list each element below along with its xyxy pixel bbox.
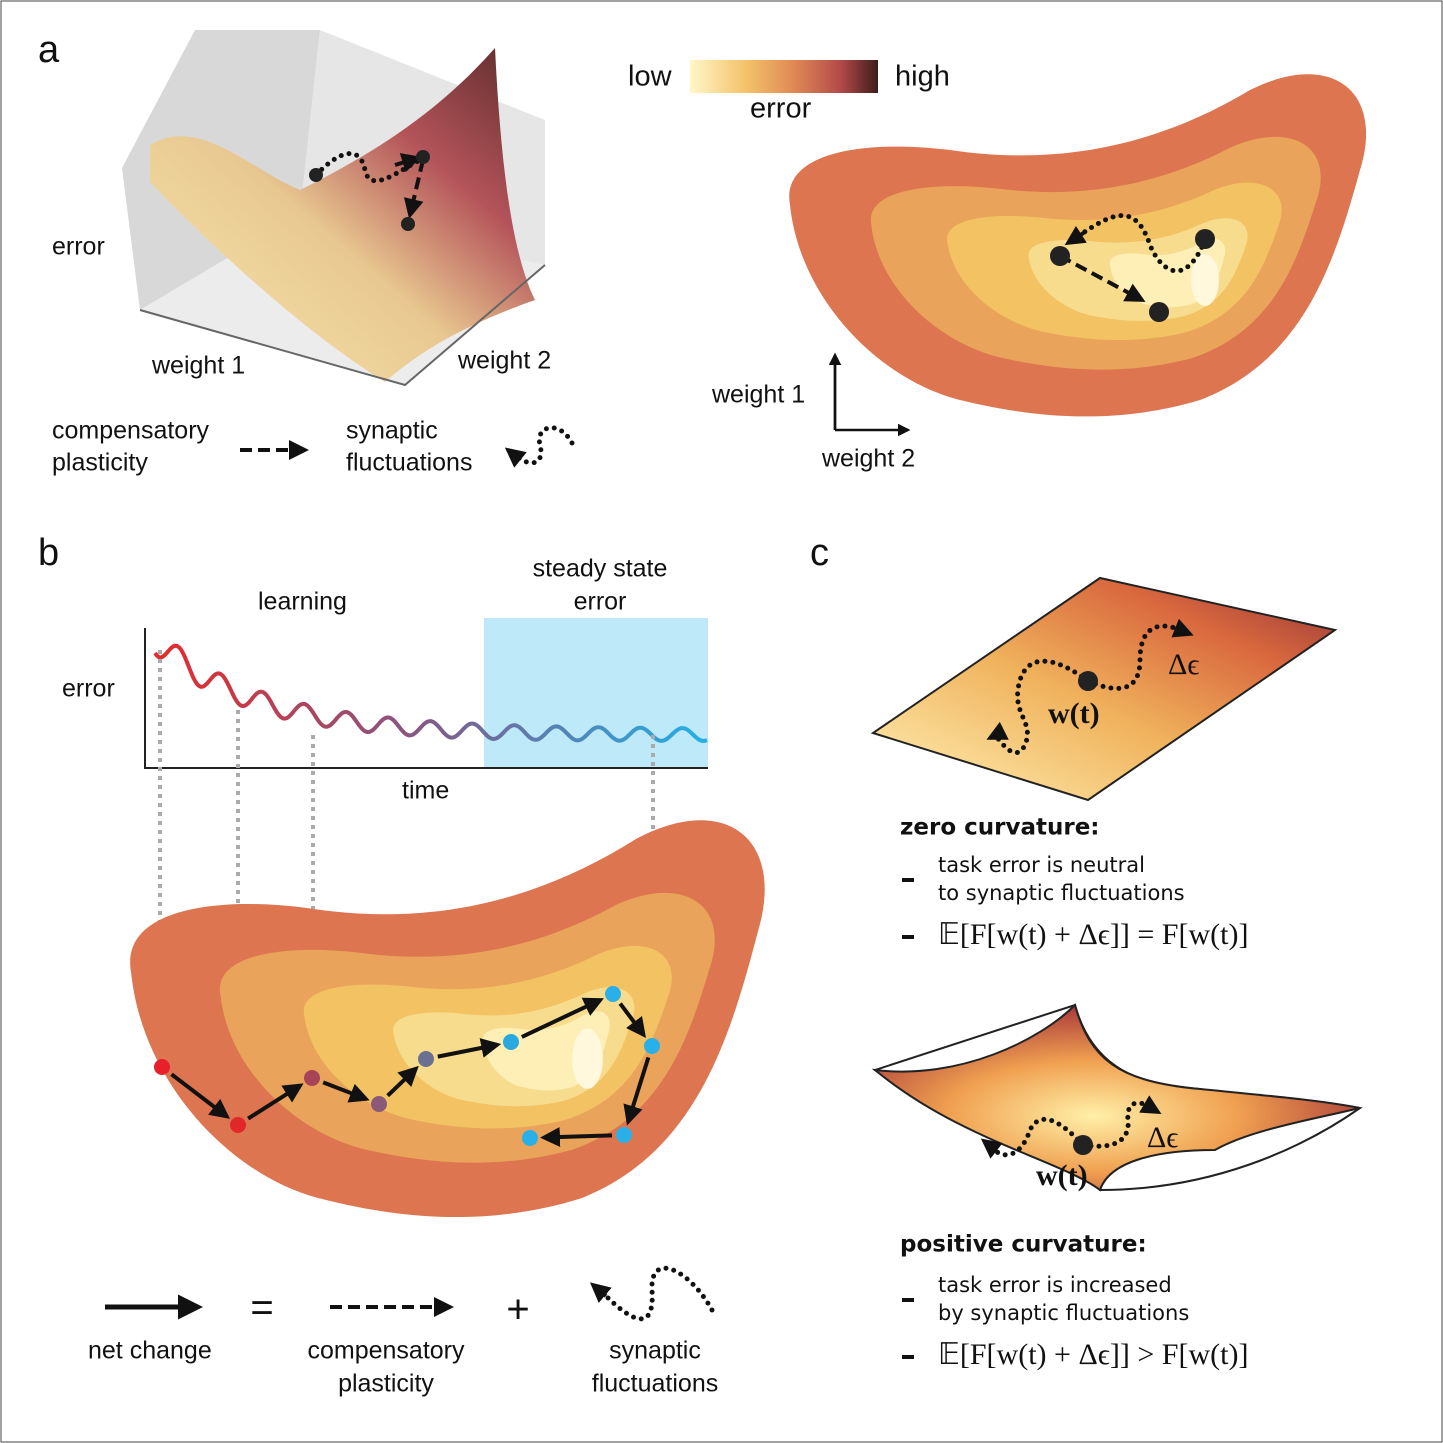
axis-label: error [62,675,115,703]
legend-text: compensatory [307,1337,465,1365]
state-point [503,1034,519,1050]
math-label: w(t) [1048,697,1100,730]
arrow-head [984,1141,993,1148]
legend-dots-head [593,1285,606,1296]
legend-text: plasticity [338,1370,434,1398]
axis-label: weight 1 [151,352,245,380]
state-point [616,1127,632,1143]
state-point [605,986,621,1002]
flat-surface [873,578,1335,800]
bullet-text: by synaptic fluctuations [938,1301,1189,1325]
bullet-text: task error is increased [938,1273,1172,1297]
surface-3d [122,30,545,385]
operator: = [250,1286,273,1330]
legend-text: plasticity [52,449,148,477]
math-label: Δϵ [1147,1121,1178,1154]
heading: positive curvature: [900,1232,1147,1258]
steady-state-region [484,618,708,768]
legend-text: compensatory [52,417,210,445]
axis-label: time [402,777,449,805]
operator: + [506,1288,529,1332]
panel-label: a [38,29,60,71]
legend-dots [515,428,572,463]
figure: a error weight 1 weight 2 compensatory p… [0,0,1443,1443]
bullet-text: task error is neutral [938,853,1145,877]
contour-map [130,820,765,1217]
legend-text: net change [88,1337,212,1365]
math-label: Δϵ [1168,648,1199,681]
legend-text: synaptic [609,1337,701,1365]
colorbar-high: high [895,61,950,93]
legend-text: fluctuations [592,1370,718,1398]
legend-text: synaptic [346,417,438,445]
state-point [418,1051,434,1067]
contour-map [789,74,1366,416]
panel-label: b [38,532,59,574]
equation: 𝔼[F[w(t) + Δϵ]] > F[w(t)] [938,1338,1248,1371]
state-point [230,1117,246,1133]
state-point [644,1038,660,1054]
math-label: w(t) [1036,1159,1088,1192]
legend-dots-head [508,450,518,458]
heading: zero curvature: [900,815,1100,841]
legend-dots [605,1268,712,1319]
colorbar-title: error [750,93,812,125]
point [1078,671,1098,691]
step-arrow [544,1135,612,1137]
axis-label: weight 2 [457,347,551,375]
legend-text: fluctuations [346,449,472,477]
panel-label: c [810,532,829,574]
axis-label: weight 2 [821,445,915,473]
bullet-text: to synaptic fluctuations [938,881,1185,905]
state-point [154,1059,170,1075]
axis-label: error [52,233,105,261]
state-point [522,1130,538,1146]
annotation: steady state [533,555,668,583]
state-point [371,1096,387,1112]
annotation: error [574,588,627,616]
axis-label: weight 1 [711,381,805,409]
saddle-surface [875,1005,1360,1190]
equation: 𝔼[F[w(t) + Δϵ]] = F[w(t)] [938,918,1248,951]
colorbar-low: low [628,61,673,93]
colorbar [690,60,878,93]
state-point [304,1070,320,1086]
annotation: learning [258,588,347,616]
point [1073,1135,1093,1155]
